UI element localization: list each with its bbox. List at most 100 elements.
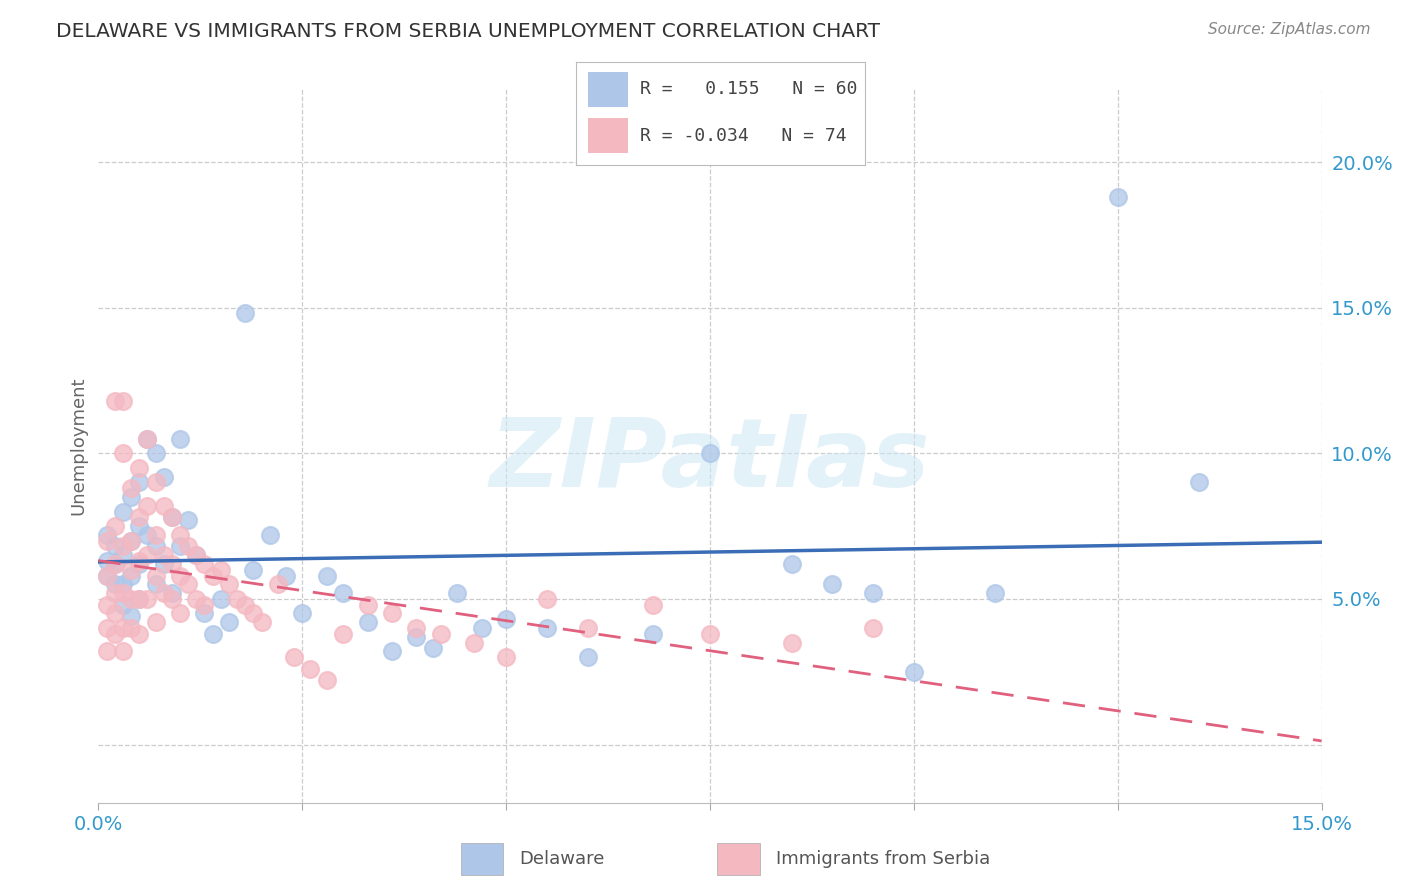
Point [120,481,142,495]
Point [422,641,444,656]
Point [120,563,142,577]
Point [145,475,167,490]
Y-axis label: Unemployment: Unemployment [69,376,87,516]
Point [1107,190,1129,204]
Point [96,568,118,582]
Point [903,665,925,679]
Point [136,499,159,513]
Point [160,510,183,524]
Point [381,644,404,658]
Point [177,513,200,527]
Point [250,615,273,630]
Point [96,644,118,658]
Point [821,577,844,591]
Point [160,586,183,600]
Bar [588,118,628,153]
Point [862,621,884,635]
Point [193,557,215,571]
Point [471,621,494,635]
Point [111,621,134,635]
Point [104,557,127,571]
Point [111,540,134,554]
Point [145,446,167,460]
Point [145,615,167,630]
Point [104,540,127,554]
Point [218,615,240,630]
Point [120,533,142,548]
Point [96,621,118,635]
Point [463,635,485,649]
Point [111,504,134,518]
Point [128,475,150,490]
Point [169,607,191,621]
Point [128,460,150,475]
Point [120,591,142,606]
Point [274,568,297,582]
Point [128,510,150,524]
Point [641,627,664,641]
Point [160,510,183,524]
Point [641,598,664,612]
Point [446,586,468,600]
Point [862,586,884,600]
Point [145,528,167,542]
Point [96,528,118,542]
Point [381,607,404,621]
Point [576,621,599,635]
Point [186,548,208,562]
Point [699,627,721,641]
Point [136,591,159,606]
Text: R = -0.034   N = 74: R = -0.034 N = 74 [640,128,846,145]
Point [430,627,453,641]
Bar [717,843,759,875]
Point [152,548,174,562]
Point [984,586,1007,600]
Point [111,548,134,562]
Text: Immigrants from Serbia: Immigrants from Serbia [776,849,990,868]
Point [315,673,337,688]
Point [699,446,721,460]
Point [104,586,127,600]
Point [96,598,118,612]
Point [136,548,159,562]
Point [152,557,174,571]
Point [536,591,558,606]
Point [136,432,159,446]
Point [120,533,142,548]
Point [104,607,127,621]
Point [128,591,150,606]
Point [495,612,517,626]
Point [128,557,150,571]
Point [111,393,134,408]
Point [104,577,127,591]
Point [104,393,127,408]
Text: Delaware: Delaware [519,849,605,868]
Text: DELAWARE VS IMMIGRANTS FROM SERBIA UNEMPLOYMENT CORRELATION CHART: DELAWARE VS IMMIGRANTS FROM SERBIA UNEMP… [56,22,880,41]
Text: R =   0.155   N = 60: R = 0.155 N = 60 [640,80,858,98]
Point [111,577,134,591]
Point [201,568,224,582]
Point [242,607,264,621]
Point [218,577,240,591]
Point [242,563,264,577]
Point [111,598,134,612]
Point [120,621,142,635]
Point [226,591,249,606]
Point [128,627,150,641]
Point [780,557,803,571]
Text: ZIPatlas: ZIPatlas [489,414,931,507]
Point [259,528,281,542]
Bar [588,71,628,106]
Point [356,598,378,612]
Point [1188,475,1211,490]
Point [111,446,134,460]
Point [96,568,118,582]
Point [299,662,322,676]
Point [169,540,191,554]
Point [128,519,150,533]
Point [160,591,183,606]
Point [209,563,232,577]
Point [145,568,167,582]
Point [267,577,290,591]
Point [576,650,599,665]
